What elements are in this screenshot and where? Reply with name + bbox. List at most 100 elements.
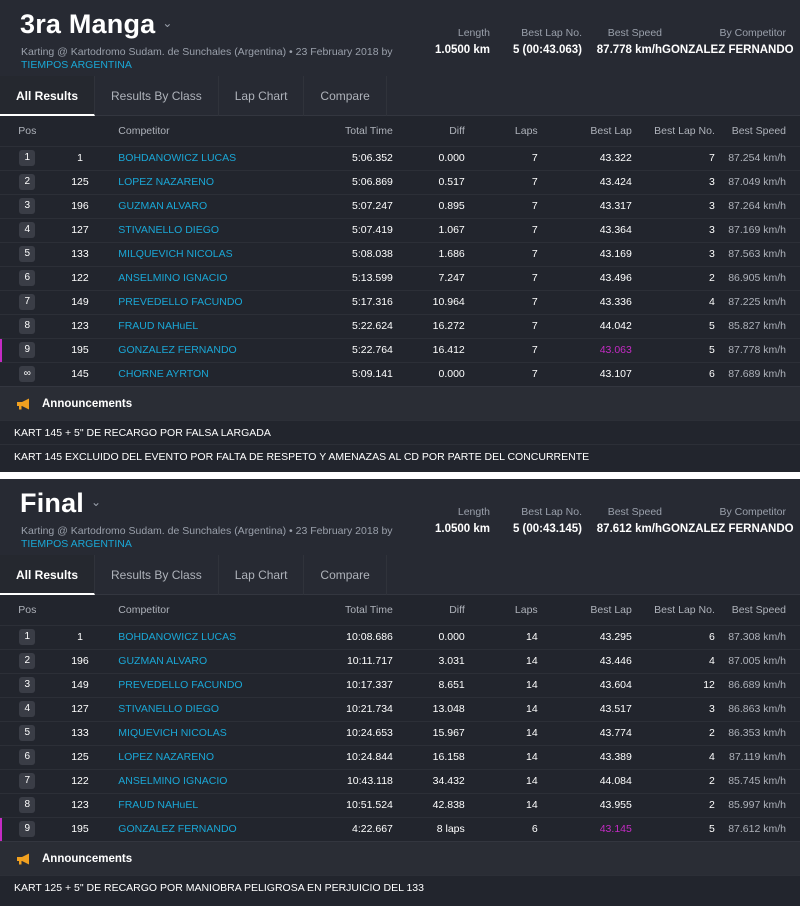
row-competitor[interactable]: GUZMAN ALVARO [118, 200, 208, 212]
col-best-speed[interactable]: Best Speed [731, 603, 786, 616]
row-laps: 14 [525, 751, 538, 763]
row-competitor[interactable]: PREVEDELLO FACUNDO [118, 679, 243, 691]
row-best-speed: 86.905 km/h [728, 272, 786, 284]
row-competitor[interactable]: CHORNE AYRTON [118, 368, 209, 381]
row-competitor[interactable]: GONZALEZ FERNANDO [118, 344, 237, 356]
row-diff: 0.000 [438, 368, 465, 381]
position-badge: 5 [19, 725, 36, 741]
tab-results-by-class[interactable]: Results By Class [95, 555, 219, 595]
row-diff: 7.247 [438, 272, 465, 284]
row-kart-number: 127 [71, 703, 89, 715]
col-pos[interactable]: Pos [18, 124, 37, 137]
by-competitor-label: By Competitor [719, 506, 786, 518]
position-badge: 8 [19, 797, 36, 813]
table-row[interactable]: 7 149 PREVEDELLO FACUNDO 5:17.316 10.964 7 43.… [0, 290, 800, 314]
col-pos[interactable]: Pos [18, 603, 37, 616]
col-diff[interactable]: Diff [449, 124, 465, 137]
session-title[interactable]: 3ra Manga ⌄ [20, 9, 173, 39]
row-competitor[interactable]: PREVEDELLO FACUNDO [118, 296, 243, 308]
row-kart-number: 1 [77, 631, 83, 643]
table-row[interactable]: 1 1 BOHDANOWICZ LUCAS 5:06.352 0.000 7 43.322 7… [0, 146, 800, 170]
organizer-link[interactable]: TIEMPOS ARGENTINA [21, 59, 132, 71]
col-laps[interactable]: Laps [514, 124, 538, 137]
row-diff: 8.651 [438, 679, 465, 691]
row-best-speed: 86.863 km/h [728, 703, 786, 715]
session-subtitle: Karting @ Kartodromo Sudam. de Sunchales… [21, 46, 393, 58]
tab-lap-chart[interactable]: Lap Chart [219, 76, 305, 116]
row-position: 7 [0, 290, 55, 314]
table-row[interactable]: 2 196 GUZMAN ALVARO 10:11.717 3.031 14 43.446 4… [0, 649, 800, 673]
row-competitor[interactable]: BOHDANOWICZ LUCAS [118, 152, 237, 164]
row-competitor[interactable]: STIVANELLO DIEGO [118, 703, 220, 715]
by-competitor-value: GONZALEZ FERNANDO [662, 44, 794, 56]
chevron-down-icon[interactable]: ⌄ [91, 494, 102, 509]
row-competitor[interactable]: STIVANELLO DIEGO [118, 224, 220, 236]
col-best-lap-no[interactable]: Best Lap No. [654, 603, 715, 616]
row-competitor[interactable]: ANSELMINO IGNACIO [118, 272, 228, 284]
table-row[interactable]: 5 133 MIQUEVICH NICOLAS 10:24.653 15.967 14 43… [0, 721, 800, 745]
table-row[interactable]: 3 149 PREVEDELLO FACUNDO 10:17.337 8.651 14 43… [0, 673, 800, 697]
results-table: Pos Competitor Total Time Diff Laps Best… [0, 595, 800, 841]
table-row[interactable]: 2 125 LOPEZ NAZARENO 5:06.869 0.517 7 43.424 3 8… [0, 170, 800, 194]
tab-lap-chart[interactable]: Lap Chart [219, 555, 305, 595]
col-competitor[interactable]: Competitor [118, 124, 170, 137]
col-laps[interactable]: Laps [514, 603, 538, 616]
table-row[interactable]: 5 133 MILQUEVICH NICOLAS 5:08.038 1.686 7 43.1… [0, 242, 800, 266]
tab-all-results[interactable]: All Results [0, 76, 96, 116]
table-row[interactable]: 9 195 GONZALEZ FERNANDO 4:22.667 8 laps 6 43.1… [0, 817, 800, 841]
length-value: 1.0500 km [435, 44, 490, 56]
row-competitor[interactable]: FRAUD NAHuEL [118, 320, 199, 332]
row-competitor[interactable]: LOPEZ NAZARENO [118, 751, 214, 763]
row-diff: 1.067 [438, 224, 465, 236]
announcements-header: Announcements [0, 841, 800, 875]
col-competitor[interactable]: Competitor [118, 603, 170, 616]
chevron-down-icon[interactable]: ⌄ [162, 15, 173, 30]
table-row[interactable]: 6 122 ANSELMINO IGNACIO 5:13.599 7.247 7 43.49… [0, 266, 800, 290]
col-total-time[interactable]: Total Time [345, 603, 393, 616]
session-title[interactable]: Final ⌄ [20, 488, 102, 518]
tab-results-by-class[interactable]: Results By Class [95, 76, 219, 116]
row-best-lap: 43.317 [599, 200, 632, 212]
organizer-link[interactable]: TIEMPOS ARGENTINA [21, 538, 132, 550]
row-total-time: 5:13.599 [352, 272, 393, 284]
table-row[interactable]: 6 125 LOPEZ NAZARENO 10:24.844 16.158 14 43.38… [0, 745, 800, 769]
row-competitor[interactable]: GONZALEZ FERNANDO [118, 823, 237, 836]
table-row[interactable]: 8 123 FRAUD NAHuEL 5:22.624 16.272 7 44.042 5 85… [0, 314, 800, 338]
results-header-row: Pos Competitor Total Time Diff Laps Best… [0, 116, 800, 146]
tab-all-results[interactable]: All Results [0, 555, 96, 595]
col-best-lap-no[interactable]: Best Lap No. [654, 124, 715, 137]
row-competitor[interactable]: LOPEZ NAZARENO [118, 176, 214, 188]
row-competitor[interactable]: ANSELMINO IGNACIO [118, 775, 228, 787]
col-total-time[interactable]: Total Time [345, 124, 393, 137]
results-body: 1 1 BOHDANOWICZ LUCAS 5:06.352 0.000 7 43.322 7… [0, 146, 800, 386]
row-kart-number: 123 [71, 799, 89, 811]
row-best-lap: 43.424 [599, 176, 632, 188]
row-competitor[interactable]: MIQUEVICH NICOLAS [118, 727, 227, 739]
table-row[interactable]: 8 123 FRAUD NAHuEL 10:51.524 42.838 14 43.955 2… [0, 793, 800, 817]
col-diff[interactable]: Diff [449, 603, 465, 616]
row-best-speed: 87.254 km/h [728, 152, 786, 164]
row-competitor[interactable]: BOHDANOWICZ LUCAS [118, 631, 237, 643]
row-diff: 42.838 [432, 799, 465, 811]
row-kart-number: 133 [71, 727, 89, 739]
table-row[interactable]: 7 122 ANSELMINO IGNACIO 10:43.118 34.432 14 44… [0, 769, 800, 793]
table-row[interactable]: 1 1 BOHDANOWICZ LUCAS 10:08.686 0.000 14 43.29… [0, 625, 800, 649]
tab-compare[interactable]: Compare [304, 555, 387, 595]
tab-compare[interactable]: Compare [304, 76, 387, 116]
col-best-lap[interactable]: Best Lap [590, 603, 632, 616]
row-competitor[interactable]: GUZMAN ALVARO [118, 655, 208, 667]
row-kart-number: 133 [71, 248, 89, 260]
table-row[interactable]: 4 127 STIVANELLO DIEGO 10:21.734 13.048 14 43.… [0, 697, 800, 721]
row-competitor[interactable]: FRAUD NAHuEL [118, 799, 199, 811]
col-best-lap[interactable]: Best Lap [590, 124, 632, 137]
row-diff: 15.967 [432, 727, 465, 739]
row-best-lap-no: 2 [709, 799, 715, 811]
row-best-speed: 87.778 km/h [728, 344, 786, 356]
table-row[interactable]: 3 196 GUZMAN ALVARO 5:07.247 0.895 7 43.317 3 87… [0, 194, 800, 218]
col-best-speed[interactable]: Best Speed [731, 124, 786, 137]
table-row[interactable]: 9 195 GONZALEZ FERNANDO 5:22.764 16.412 7 43.0… [0, 338, 800, 362]
row-total-time: 10:11.717 [346, 655, 393, 667]
table-row[interactable]: ∞ 145 CHORNE AYRTON 5:09.141 0.000 7 43.107 6 87… [0, 362, 800, 386]
row-competitor[interactable]: MILQUEVICH NICOLAS [118, 248, 233, 260]
table-row[interactable]: 4 127 STIVANELLO DIEGO 5:07.419 1.067 7 43.364… [0, 218, 800, 242]
